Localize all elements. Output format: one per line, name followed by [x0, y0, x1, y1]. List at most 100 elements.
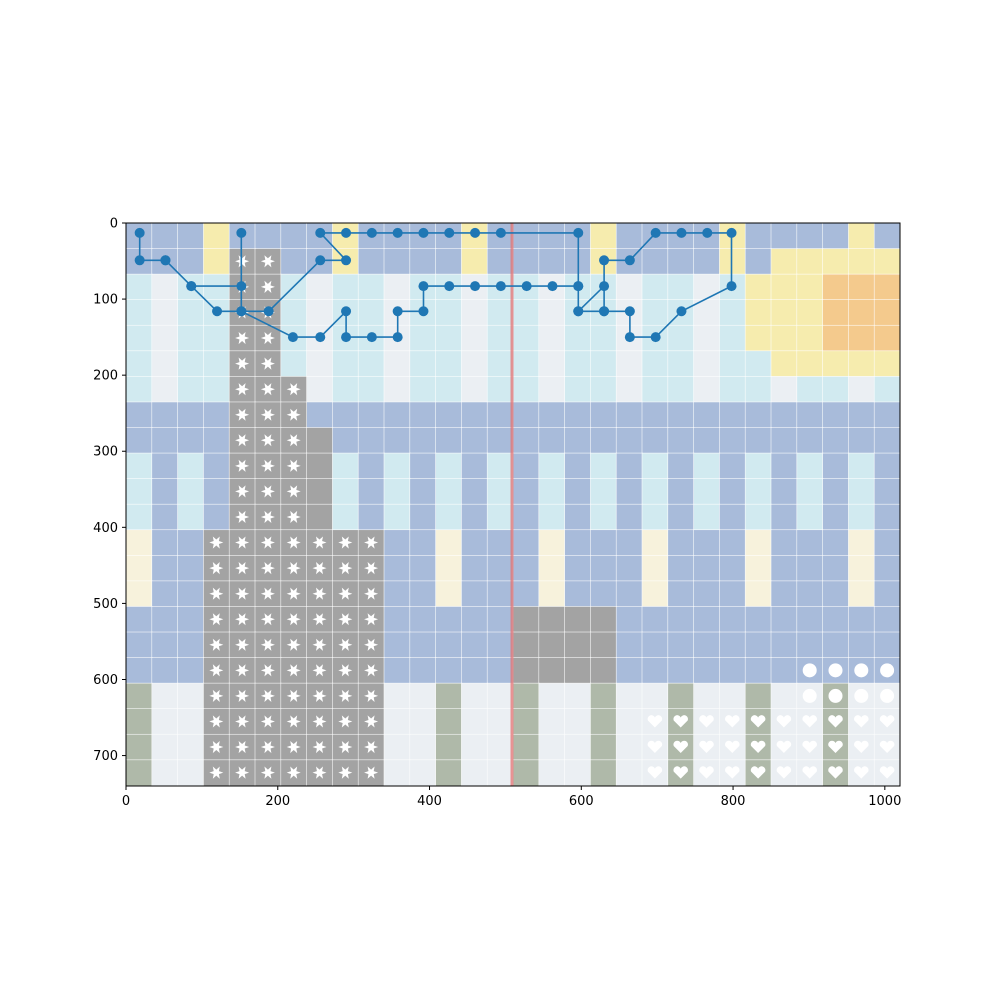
background-cell: [435, 248, 463, 275]
background-cell: [461, 324, 488, 352]
data-point: [186, 281, 197, 292]
background-cell: [667, 478, 695, 505]
background-cell: [461, 452, 488, 480]
background-cell: [512, 350, 540, 378]
sunburst-icon: [338, 562, 353, 575]
background-cell: [564, 427, 592, 454]
background-cell: [873, 248, 900, 275]
background-cell: [461, 682, 488, 710]
background-cell: [848, 350, 876, 378]
sunburst-icon: [260, 434, 275, 447]
background-cell: [177, 376, 205, 403]
background-cell: [590, 529, 618, 557]
data-point: [599, 281, 610, 292]
background-cell: [280, 223, 308, 250]
sunburst-icon: [338, 587, 353, 600]
background-cell: [151, 324, 179, 352]
background-cell: [486, 606, 514, 633]
data-point: [236, 306, 247, 317]
data-point: [547, 281, 558, 292]
data-point: [726, 281, 737, 292]
background-cell: [564, 708, 592, 736]
background-cell: [848, 248, 876, 275]
background-cell: [177, 324, 205, 352]
background-cell: [848, 452, 876, 480]
sunburst-icon: [286, 408, 301, 421]
background-cell: [357, 427, 385, 454]
background-cell: [796, 350, 824, 378]
sunburst-icon: [364, 741, 379, 754]
x-tick-label: 800: [721, 794, 746, 809]
background-cell: [770, 376, 798, 403]
background-cell: [280, 350, 308, 378]
background-cell: [796, 223, 824, 250]
background-cell: [409, 555, 437, 582]
background-cell: [435, 452, 463, 480]
background-cell: [383, 273, 411, 301]
data-point: [624, 255, 635, 266]
background-cell: [564, 580, 592, 608]
sunburst-icon: [260, 741, 275, 754]
background-cell: [126, 631, 153, 659]
background-cell: [744, 299, 772, 327]
background-cell: [615, 529, 643, 557]
background-cell: [564, 324, 592, 352]
background-cell: [719, 350, 747, 378]
background-cell: [796, 273, 824, 301]
background-cell: [126, 555, 153, 582]
background-cell: [564, 733, 592, 761]
background-cell: [151, 606, 179, 633]
sunburst-icon: [312, 689, 327, 702]
background-cell: [693, 248, 721, 275]
background-cell: [796, 555, 824, 582]
background-cell: [693, 299, 721, 327]
background-cell: [383, 657, 411, 684]
background-cell: [770, 657, 798, 684]
background-cell: [512, 223, 540, 250]
data-point: [418, 281, 429, 292]
background-cell: [873, 555, 900, 582]
background-cell: [383, 452, 411, 480]
background-cell: [177, 759, 205, 786]
background-cell: [590, 503, 618, 531]
background-cell: [126, 580, 153, 608]
background-cell: [848, 427, 876, 454]
background-cell: [590, 759, 618, 786]
background-cell: [693, 580, 721, 608]
heart-icon: [750, 715, 766, 728]
background-cell: [538, 248, 566, 275]
background-cell: [512, 248, 540, 275]
background-cell: [641, 452, 669, 480]
background-cell: [409, 580, 437, 608]
background-cell: [770, 478, 798, 505]
heart-icon: [699, 740, 714, 754]
heart-icon: [776, 766, 792, 779]
background-cell: [744, 657, 772, 684]
background-cell: [667, 555, 695, 582]
background-cell: [590, 376, 618, 403]
background-cell: [873, 223, 900, 250]
background-cell: [177, 682, 205, 710]
background-cell: [151, 759, 179, 786]
sunburst-icon: [286, 562, 301, 575]
background-cell: [126, 733, 153, 761]
background-cell: [486, 478, 514, 505]
background-cell: [641, 376, 669, 403]
background-cell: [822, 580, 850, 608]
sunburst-icon: [260, 689, 275, 702]
background-cell: [641, 503, 669, 531]
sunburst-icon: [209, 689, 224, 702]
background-cell: [151, 733, 179, 761]
data-point: [341, 255, 352, 266]
background-cell: [151, 657, 179, 684]
data-point: [341, 306, 352, 317]
background-cell: [383, 478, 411, 505]
heart-icon: [750, 740, 766, 754]
background-cell: [486, 401, 514, 429]
heart-icon: [802, 715, 818, 728]
sunburst-icon: [364, 587, 379, 600]
background-cell: [435, 401, 463, 429]
background-cell: [822, 273, 850, 301]
background-cell: [848, 376, 876, 403]
sunburst-icon: [286, 459, 301, 472]
